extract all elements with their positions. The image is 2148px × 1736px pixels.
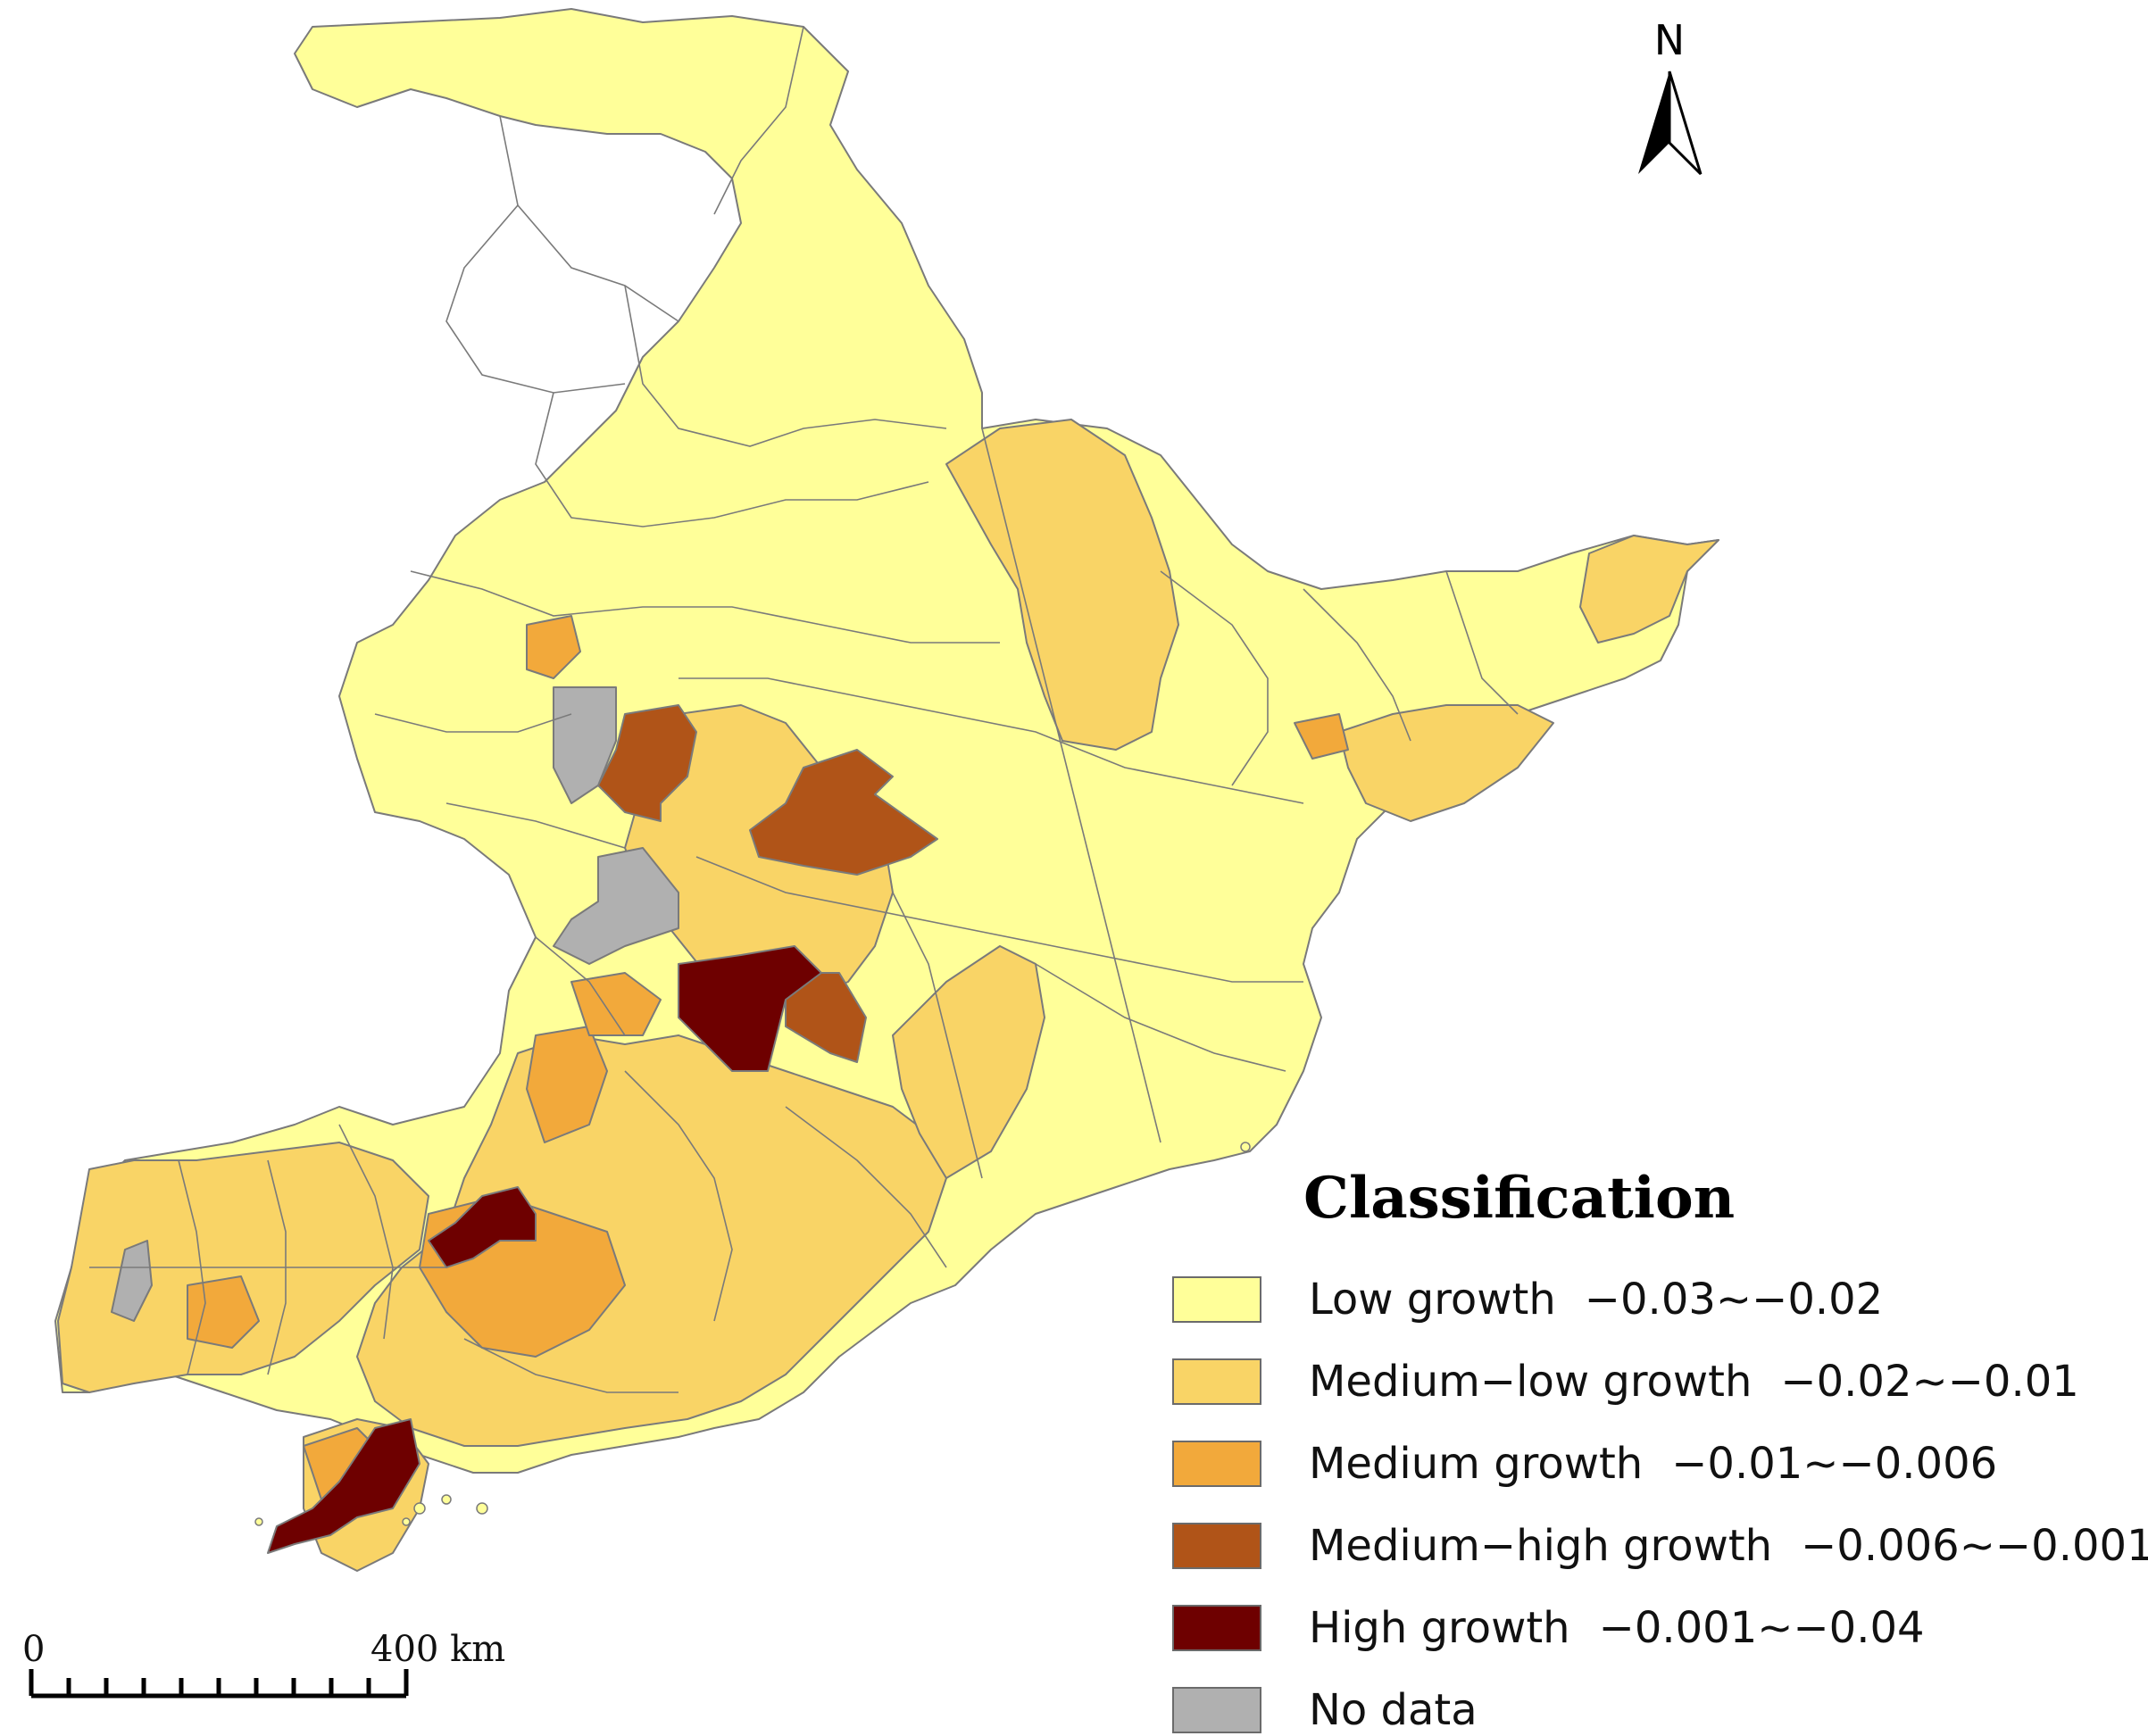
legend-swatch-high [1172, 1605, 1261, 1651]
legend-label-medium: Medium growth [1309, 1439, 1644, 1489]
scale-bar [29, 1669, 409, 1699]
region-high-1 [678, 945, 822, 1072]
region-landmass [54, 8, 1719, 1474]
region-southeast-medlow [892, 945, 1045, 1179]
region-medium-1 [526, 615, 581, 679]
region-nodata-3 [111, 1240, 153, 1322]
region-medium-5 [187, 1275, 260, 1349]
legend-label-medium-low: Medium−low growth [1309, 1357, 1753, 1407]
legend-label-high: High growth [1309, 1603, 1570, 1653]
legend-swatch-no-data [1172, 1687, 1261, 1733]
county-borders [89, 26, 1519, 1393]
legend-item-no-data: No data [1172, 1684, 1478, 1736]
region-high-2 [428, 1186, 537, 1268]
region-medium-2 [1294, 713, 1349, 760]
legend-swatch-medium-low [1172, 1358, 1261, 1405]
scale-start-label: 0 [22, 1629, 46, 1670]
region-medhigh-1 [597, 704, 697, 822]
legend-item-medium-low: Medium−low growth −0.02~−0.01 [1172, 1356, 2079, 1408]
legend-swatch-medium-high [1172, 1523, 1261, 1569]
north-label: N [1653, 16, 1686, 64]
legend-title: Classification [1303, 1165, 1736, 1232]
legend-item-medium: Medium growth −0.01~−0.006 [1172, 1438, 1997, 1490]
region-medhigh-2 [749, 749, 938, 876]
map-regions [54, 8, 1719, 1572]
legend-label-low: Low growth [1309, 1275, 1556, 1325]
legend-item-medium-high: Medium−high growth −0.006~−0.001 [1172, 1520, 2148, 1572]
legend-range-high: −0.001~−0.04 [1598, 1603, 1925, 1653]
islands [254, 1142, 1251, 1526]
north-arrow-icon [1638, 71, 1703, 176]
region-high-3 [267, 1418, 420, 1554]
legend-label-medium-high: Medium−high growth [1309, 1521, 1773, 1571]
legend-range-medium-low: −0.02~−0.01 [1780, 1357, 2079, 1407]
region-nodata-2 [553, 847, 679, 965]
legend-range-low: −0.03~−0.02 [1584, 1275, 1884, 1325]
legend-range-medium-high: −0.006~−0.001 [1801, 1521, 2148, 1571]
region-nodata-1 [553, 686, 617, 804]
scale-end-label: 400 km [370, 1629, 506, 1670]
region-medhigh-3 [785, 972, 867, 1063]
legend-item-high: High growth −0.001~−0.04 [1172, 1602, 1925, 1654]
legend-swatch-low [1172, 1276, 1261, 1323]
legend-range-medium: −0.01~−0.006 [1671, 1439, 1998, 1489]
region-north-east-medlow [945, 419, 1179, 751]
region-east-medlow [1338, 704, 1554, 822]
region-far-east-medlow [1579, 535, 1719, 644]
legend-item-low: Low growth −0.03~−0.02 [1172, 1274, 1883, 1325]
legend-swatch-medium [1172, 1441, 1261, 1487]
legend-label-no-data: No data [1309, 1685, 1478, 1735]
